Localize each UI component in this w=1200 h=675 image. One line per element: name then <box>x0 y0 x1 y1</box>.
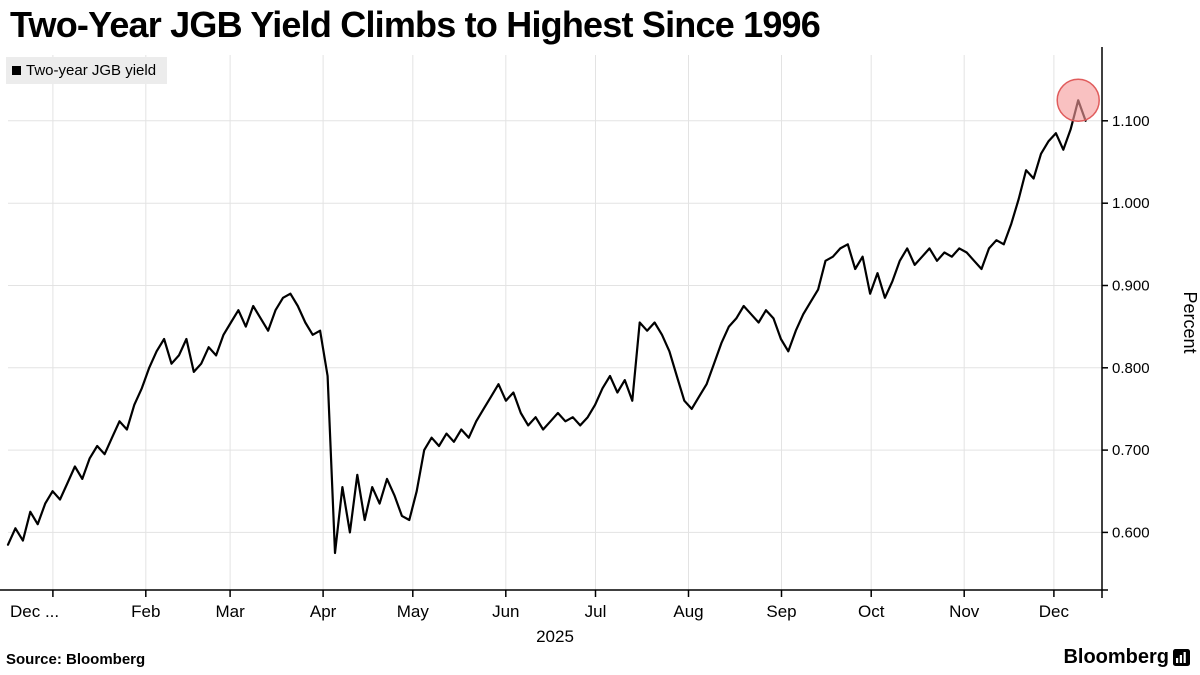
x-tick-label: Apr <box>310 602 337 621</box>
y-tick-label: 0.600 <box>1112 524 1150 541</box>
x-tick-label: Nov <box>949 602 980 621</box>
bloomberg-wordmark: Bloomberg <box>1063 646 1169 668</box>
x-tick-label: Dec ... <box>10 602 59 621</box>
legend-marker-square <box>12 66 21 75</box>
y-tick-label: 0.900 <box>1112 278 1150 295</box>
y-tick-label: 0.700 <box>1112 442 1150 459</box>
chart-title: Two-Year JGB Yield Climbs to Highest Sin… <box>10 4 821 45</box>
legend-label: Two-year JGB yield <box>26 62 157 79</box>
y-tick-label: 1.000 <box>1112 195 1150 212</box>
x-tick-label: Feb <box>131 602 160 621</box>
x-axis-year-label: 2025 <box>536 627 574 646</box>
x-tick-label: Dec <box>1039 602 1070 621</box>
y-tick-label: 1.100 <box>1112 113 1150 130</box>
source-attribution: Source: Bloomberg <box>6 651 146 668</box>
x-tick-label: Jul <box>585 602 607 621</box>
x-tick-label: Jun <box>492 602 519 621</box>
peak-highlight-circle <box>1056 78 1100 123</box>
x-tick-label: May <box>397 602 430 621</box>
x-tick-label: Mar <box>215 602 245 621</box>
x-tick-label: Oct <box>858 602 885 621</box>
chart-legend: Two-year JGB yield <box>6 57 168 84</box>
y-axis-title: Percent <box>1180 291 1200 353</box>
bloomberg-logo-icon <box>1173 649 1190 666</box>
x-tick-label: Sep <box>766 602 796 621</box>
bloomberg-brand: Bloomberg <box>1063 646 1190 669</box>
x-tick-label: Aug <box>673 602 703 621</box>
y-tick-label: 0.800 <box>1112 360 1150 377</box>
yield-line <box>6 99 1087 555</box>
